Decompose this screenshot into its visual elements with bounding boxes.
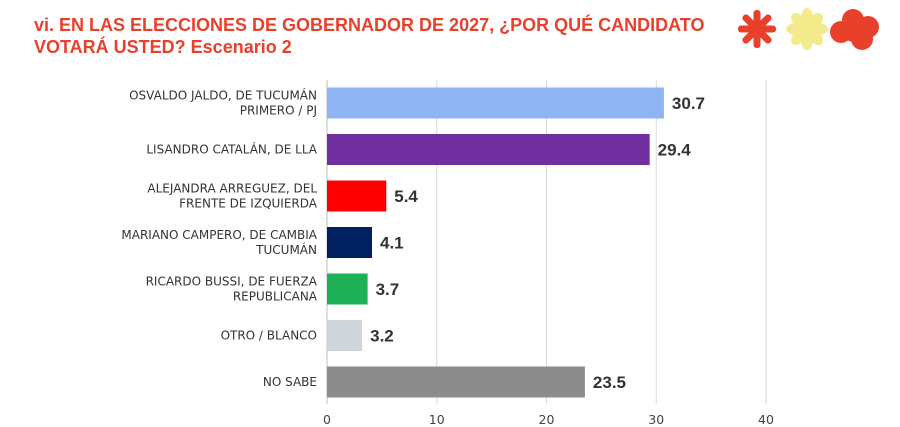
- bar: [327, 134, 650, 165]
- chart-title-line1: vi. EN LAS ELECCIONES DE GOBERNADOR DE 2…: [34, 15, 705, 35]
- bar: [327, 366, 585, 398]
- asterisk-icon: [738, 10, 776, 48]
- data-label: 30.7: [672, 94, 705, 113]
- category-label: MARIANO CAMPERO, DE CAMBIA: [121, 228, 317, 242]
- chart-title: vi. EN LAS ELECCIONES DE GOBERNADOR DE 2…: [34, 14, 714, 58]
- category-label: REPUBLICANA: [233, 290, 318, 304]
- chart-title-line2: VOTARÁ USTED? Escenario 2: [34, 37, 292, 57]
- category-label: NO SABE: [263, 375, 317, 389]
- x-tick-label: 0: [323, 412, 331, 427]
- category-label: OTRO / BLANCO: [221, 329, 317, 343]
- category-label: ALEJANDRA ARREGUEZ, DEL: [147, 182, 317, 196]
- x-tick-label: 30: [648, 412, 664, 427]
- category-label: PRIMERO / PJ: [240, 104, 317, 118]
- data-label: 29.4: [658, 141, 692, 160]
- data-label: 23.5: [593, 373, 626, 392]
- data-label: 4.1: [380, 234, 404, 253]
- cloud-blob-icon: [830, 9, 879, 50]
- x-tick-label: 10: [429, 412, 445, 427]
- data-label: 5.4: [394, 187, 418, 206]
- x-tick-label: 20: [539, 412, 555, 427]
- category-label: RICARDO BUSSI, DE FUERZA: [146, 275, 318, 289]
- bar: [327, 87, 664, 119]
- bar: [327, 227, 372, 258]
- bar: [327, 180, 387, 212]
- data-label: 3.7: [376, 280, 400, 299]
- category-label: FRENTE DE IZQUIERDA: [179, 197, 318, 211]
- category-label: OSVALDO JALDO, DE TUCUMÁN: [129, 88, 317, 103]
- x-tick-label: 40: [758, 412, 774, 427]
- flower-icon: [786, 8, 828, 50]
- brand-logo: [738, 8, 879, 50]
- category-label: LISANDRO CATALÁN, DE LLA: [146, 142, 317, 157]
- bar: [327, 320, 363, 351]
- category-label: TUCUMÁN: [255, 242, 317, 257]
- bar: [327, 273, 368, 305]
- data-label: 3.2: [370, 327, 394, 346]
